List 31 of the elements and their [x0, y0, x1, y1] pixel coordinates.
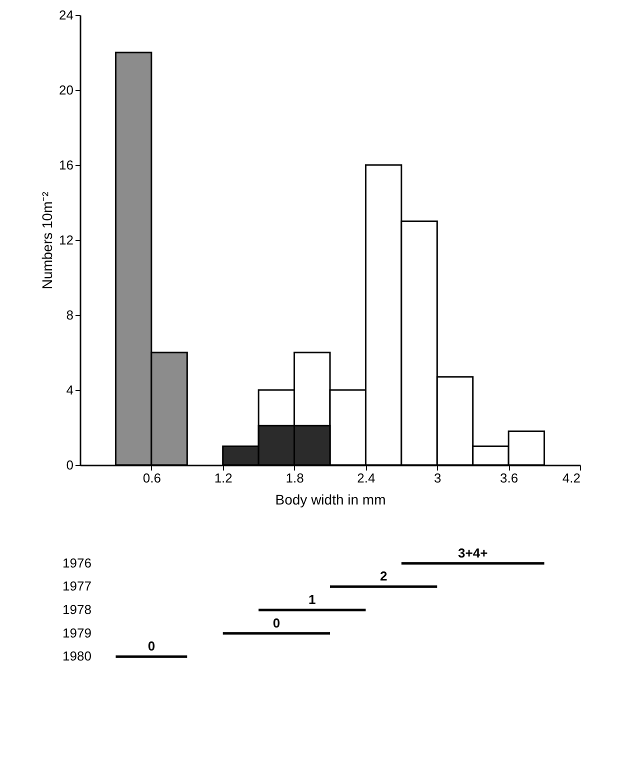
y-axis-title: Numbers 10m⁻² — [39, 191, 56, 290]
y-tick-label: 1977 — [62, 578, 92, 594]
annotation: 0 — [148, 638, 156, 654]
y-tick-label: 1976 — [62, 555, 92, 570]
y-tick-label: 12 — [59, 232, 74, 248]
bar — [401, 562, 544, 565]
y-tick-label: 24 — [59, 8, 74, 22]
bar — [258, 608, 366, 612]
annotation: 1 — [308, 592, 316, 607]
x-tick-label: 2.4 — [357, 470, 376, 486]
y-tick-label: 1979 — [62, 625, 92, 640]
annotation: 3+4+ — [458, 545, 488, 560]
x-tick-label: 1.2 — [214, 470, 232, 486]
bar — [116, 655, 188, 658]
y-tick-label: 1980 — [62, 648, 92, 664]
bar — [330, 585, 438, 588]
annotation: 0 — [272, 615, 280, 630]
x-tick-label: 0.6 — [142, 470, 161, 486]
x-tick-label: 3 — [434, 470, 442, 486]
y-tick-label: 4 — [66, 382, 74, 398]
y-tick-label: 0 — [66, 458, 74, 472]
annotation: 2 — [380, 568, 388, 584]
x-tick-label: 4.2 — [562, 470, 580, 486]
bar — [222, 632, 330, 635]
y-tick-label: 16 — [59, 158, 74, 172]
x-axis-title: Body width in mm — [275, 492, 386, 508]
y-tick-label: 20 — [59, 82, 74, 98]
x-tick-label: 1.8 — [286, 470, 304, 486]
y-tick-label: 1978 — [62, 602, 92, 617]
x-tick-label: 3.6 — [500, 470, 518, 486]
y-tick-label: 8 — [66, 308, 74, 322]
